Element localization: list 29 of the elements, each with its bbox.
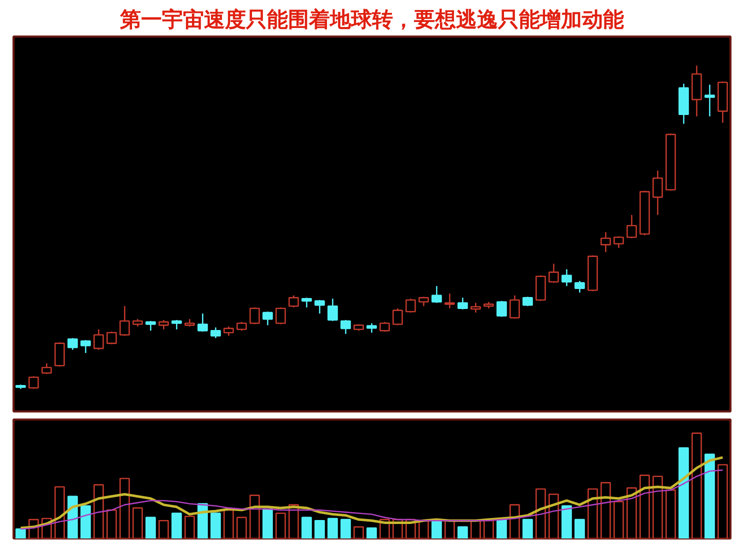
bar	[431, 518, 442, 538]
bar	[210, 512, 221, 538]
bar	[574, 518, 585, 538]
chart-title: 第一宇宙速度只能围着地球转，要想逃逸只能增加动能	[119, 8, 624, 32]
bar	[314, 520, 325, 538]
bar	[262, 508, 273, 538]
bar	[171, 512, 182, 538]
candlestick	[678, 83, 689, 124]
candlestick	[444, 292, 455, 310]
candlestick	[652, 170, 663, 216]
bar	[678, 447, 689, 538]
bar	[67, 496, 78, 538]
bar	[340, 518, 351, 538]
candlestick	[691, 64, 702, 117]
bar	[496, 518, 507, 538]
candlestick	[561, 268, 572, 287]
bar	[145, 516, 156, 538]
bar	[301, 516, 312, 538]
bar	[522, 518, 533, 538]
bar	[80, 505, 91, 538]
bar	[561, 505, 572, 538]
bar	[704, 454, 715, 538]
candlestick	[158, 319, 169, 330]
bar	[327, 518, 338, 538]
candlestick	[704, 84, 715, 117]
bar	[15, 528, 26, 538]
bar	[457, 526, 468, 538]
bar	[366, 527, 377, 538]
candlestick	[600, 231, 611, 253]
